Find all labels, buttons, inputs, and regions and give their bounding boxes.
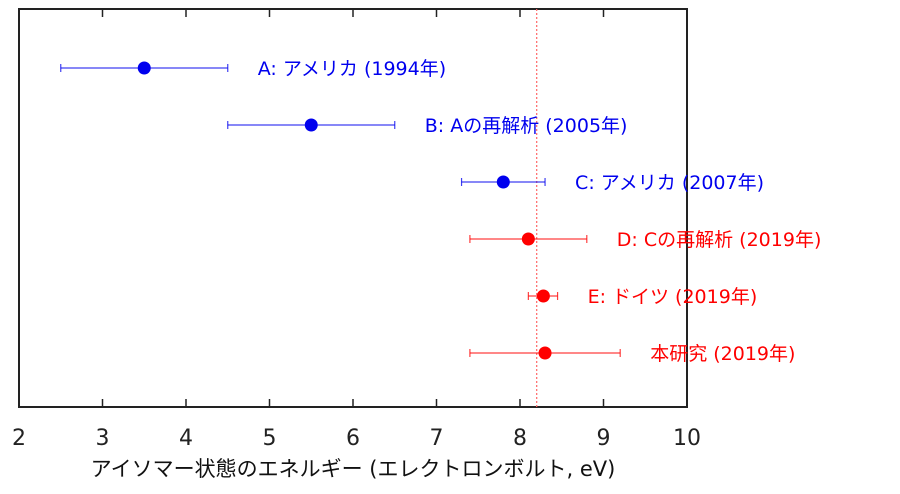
data-point [304,118,318,132]
data-point-group: D: Cの再解析 (2019年) [469,229,822,251]
x-tick-label: 8 [513,426,527,451]
data-point [496,175,510,189]
point-label: C: アメリカ (2007年) [575,172,764,194]
point-label: 本研究 (2019年) [650,343,795,365]
x-axis-label: アイソマー状態のエネルギー (エレクトロンボルト, eV) [91,457,616,481]
point-label: B: Aの再解析 (2005年) [425,115,628,137]
data-point-group: 本研究 (2019年) [469,343,795,365]
x-tick-label: 10 [673,426,701,451]
x-tick-label: 2 [12,426,26,451]
data-point-group: E: ドイツ (2019年) [527,286,758,308]
point-label: D: Cの再解析 (2019年) [617,229,822,251]
data-point [538,346,552,360]
data-point-group: A: アメリカ (1994年) [60,58,446,80]
data-point-group: B: Aの再解析 (2005年) [227,115,628,137]
data-point [521,232,535,246]
x-tick-label: 3 [96,426,110,451]
point-label: E: ドイツ (2019年) [588,286,758,308]
point-label: A: アメリカ (1994年) [258,58,446,80]
data-point [137,61,151,75]
data-point [536,289,550,303]
x-tick-label: 7 [430,426,444,451]
data-point-group: C: アメリカ (2007年) [460,172,764,194]
x-tick-label: 9 [597,426,611,451]
x-tick-label: 5 [263,426,277,451]
x-tick-label: 6 [346,426,360,451]
x-tick-label: 4 [179,426,193,451]
